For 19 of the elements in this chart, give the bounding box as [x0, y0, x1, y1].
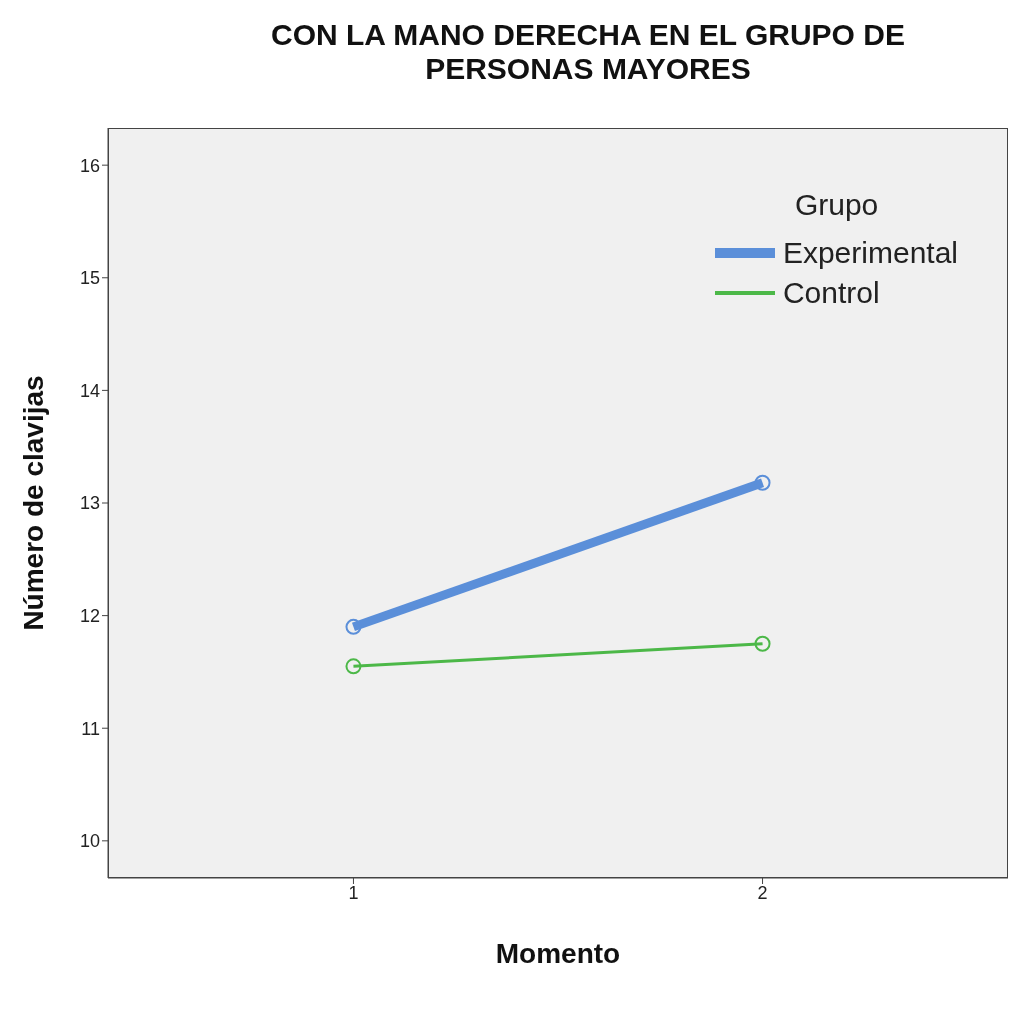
y-tick-label: 12: [79, 606, 100, 626]
legend-label: Experimental: [782, 236, 958, 270]
point: [345, 658, 362, 675]
x-axis-title: Momento: [495, 938, 621, 969]
x-tick-label: 1: [348, 882, 359, 903]
y-tick-label: 16: [79, 155, 100, 176]
point: [345, 618, 362, 635]
legend-title: Grupo: [794, 188, 880, 222]
y-tick-label: 13: [79, 493, 100, 514]
y-tick-label: 10: [79, 831, 100, 852]
y-axis-title: Número de clavijas: [17, 375, 49, 631]
legend-label: Control: [782, 276, 880, 310]
x-tick-label: 2: [757, 882, 768, 903]
point: [754, 635, 771, 652]
y-tick-label: 15: [79, 268, 100, 289]
y-tick-label: 14: [79, 380, 100, 401]
chart-title: CON LA MANO DERECHA EN EL GRUPO DE PERSONAS MAYORES: [270, 17, 906, 87]
point: [754, 474, 771, 491]
y-tick-label: 11: [81, 718, 100, 739]
